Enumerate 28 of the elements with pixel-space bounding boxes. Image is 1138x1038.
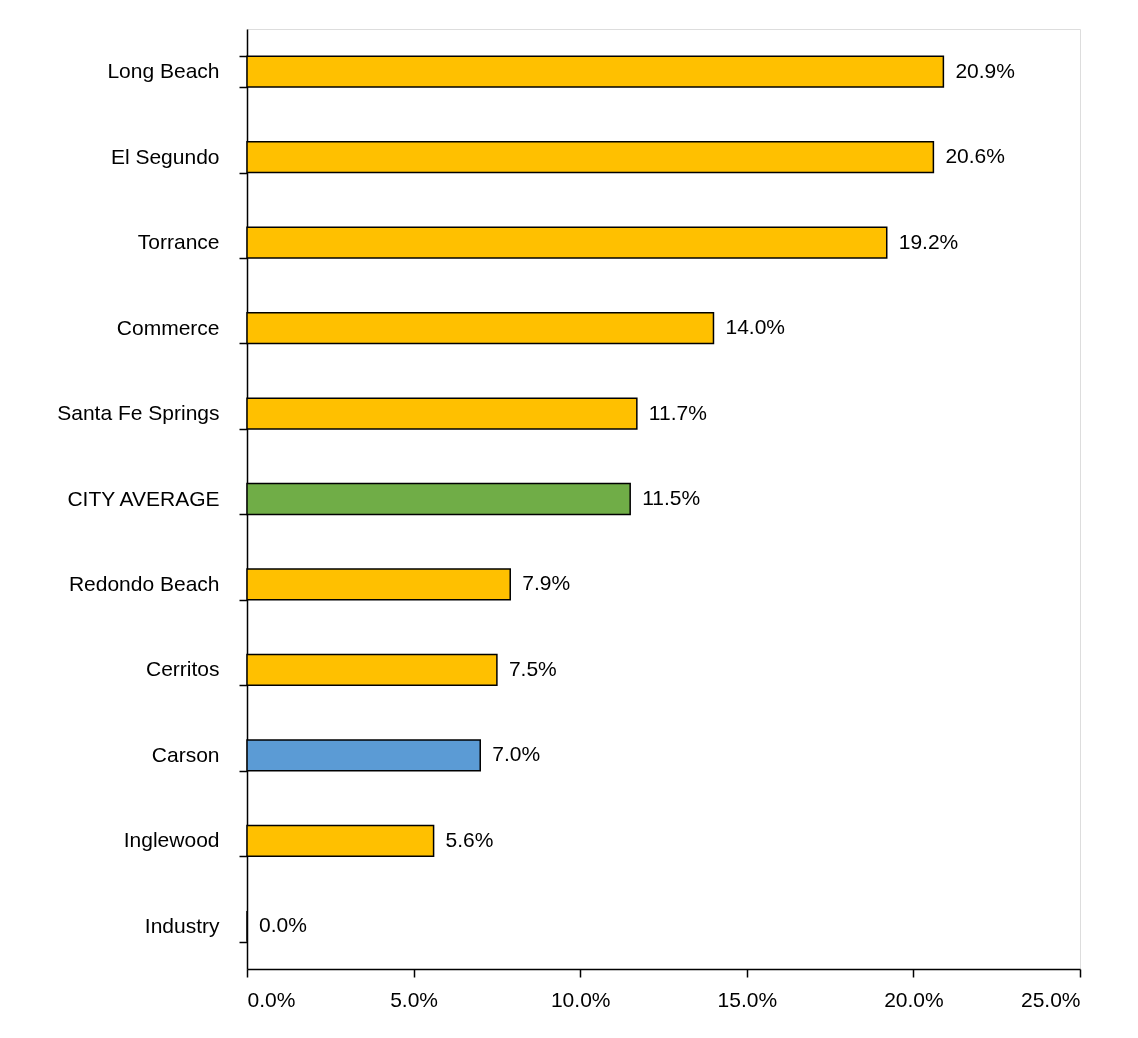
x-tick-label: 5.0% xyxy=(390,987,439,1011)
y-tick-label: Santa Fe Springs xyxy=(57,401,220,425)
data-label: 14.0% xyxy=(725,315,786,339)
y-tick-label: Long Beach xyxy=(107,59,220,83)
data-label: 5.6% xyxy=(445,827,494,851)
data-label: 7.9% xyxy=(522,571,571,595)
y-tick-label: Redondo Beach xyxy=(68,571,220,595)
data-label: 20.6% xyxy=(945,144,1005,168)
data-label: 7.5% xyxy=(508,656,557,680)
y-tick-label: Industry xyxy=(144,913,220,937)
y-tick-label: Inglewood xyxy=(123,828,220,852)
x-tick-label: 15.0% xyxy=(717,987,778,1011)
data-label: 0.0% xyxy=(259,913,307,937)
y-tick-label: Cerritos xyxy=(145,657,220,681)
data-label: 20.9% xyxy=(955,58,1015,82)
x-tick-label: 25.0% xyxy=(1020,987,1081,1011)
data-label: 7.0% xyxy=(492,742,541,766)
y-tick-label: El Segundo xyxy=(110,144,220,168)
x-tick-label: 10.0% xyxy=(550,987,611,1011)
x-tick-label: 0.0% xyxy=(247,987,296,1011)
y-tick-label: Carson xyxy=(151,742,220,766)
data-label: 11.7% xyxy=(648,400,707,424)
data-label: 11.5% xyxy=(642,486,701,509)
x-tick-label: 20.0% xyxy=(884,987,944,1011)
y-tick-label: Torrance xyxy=(137,230,220,254)
data-label: 19.2% xyxy=(898,229,959,253)
y-tick-label: Commerce xyxy=(116,315,220,339)
y-tick-label: CITY AVERAGE xyxy=(67,486,220,510)
